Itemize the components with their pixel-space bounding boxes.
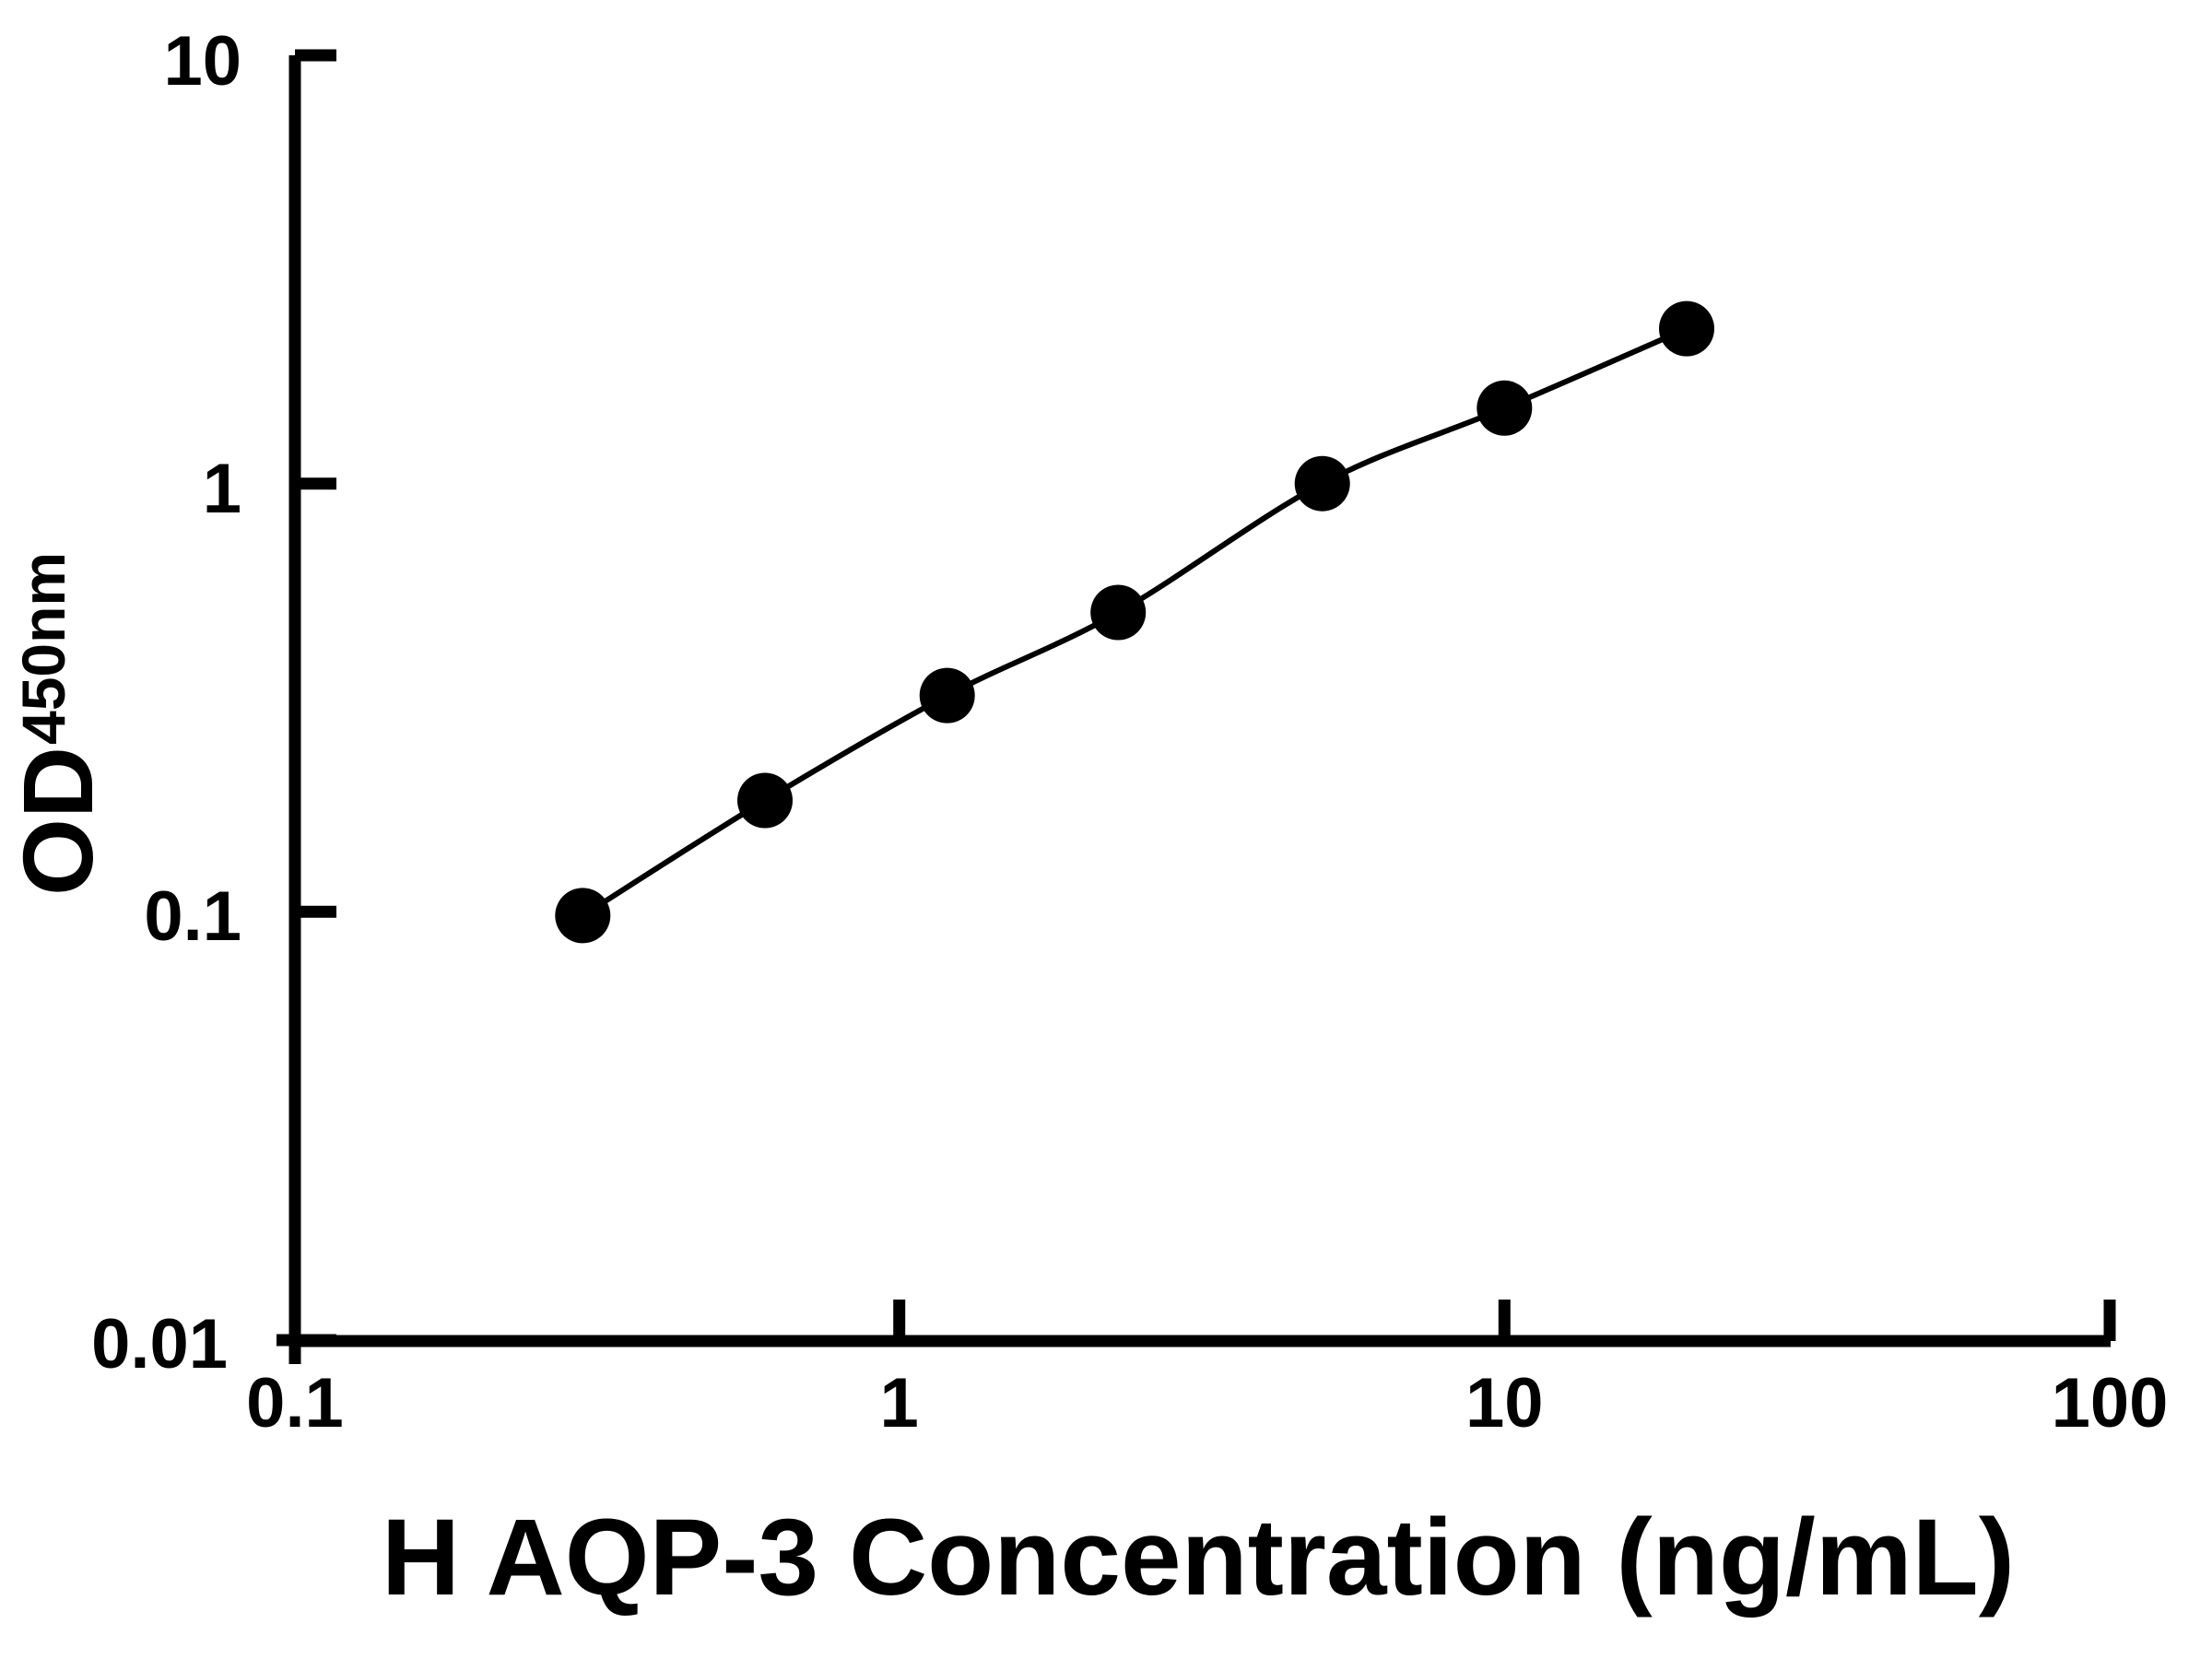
svg-text:10: 10 (1465, 1364, 1544, 1442)
svg-text:0.1: 0.1 (246, 1364, 344, 1442)
svg-text:100: 100 (2052, 1364, 2169, 1442)
svg-text:H AQP-3 Concentration (ng/mL): H AQP-3 Concentration (ng/mL) (382, 1497, 2015, 1618)
svg-text:OD450nm: OD450nm (2, 552, 113, 896)
svg-text:1: 1 (203, 450, 241, 528)
svg-text:10: 10 (163, 22, 241, 100)
svg-text:1: 1 (880, 1364, 919, 1442)
svg-text:0.1: 0.1 (144, 877, 241, 956)
svg-text:0.01: 0.01 (91, 1305, 228, 1383)
